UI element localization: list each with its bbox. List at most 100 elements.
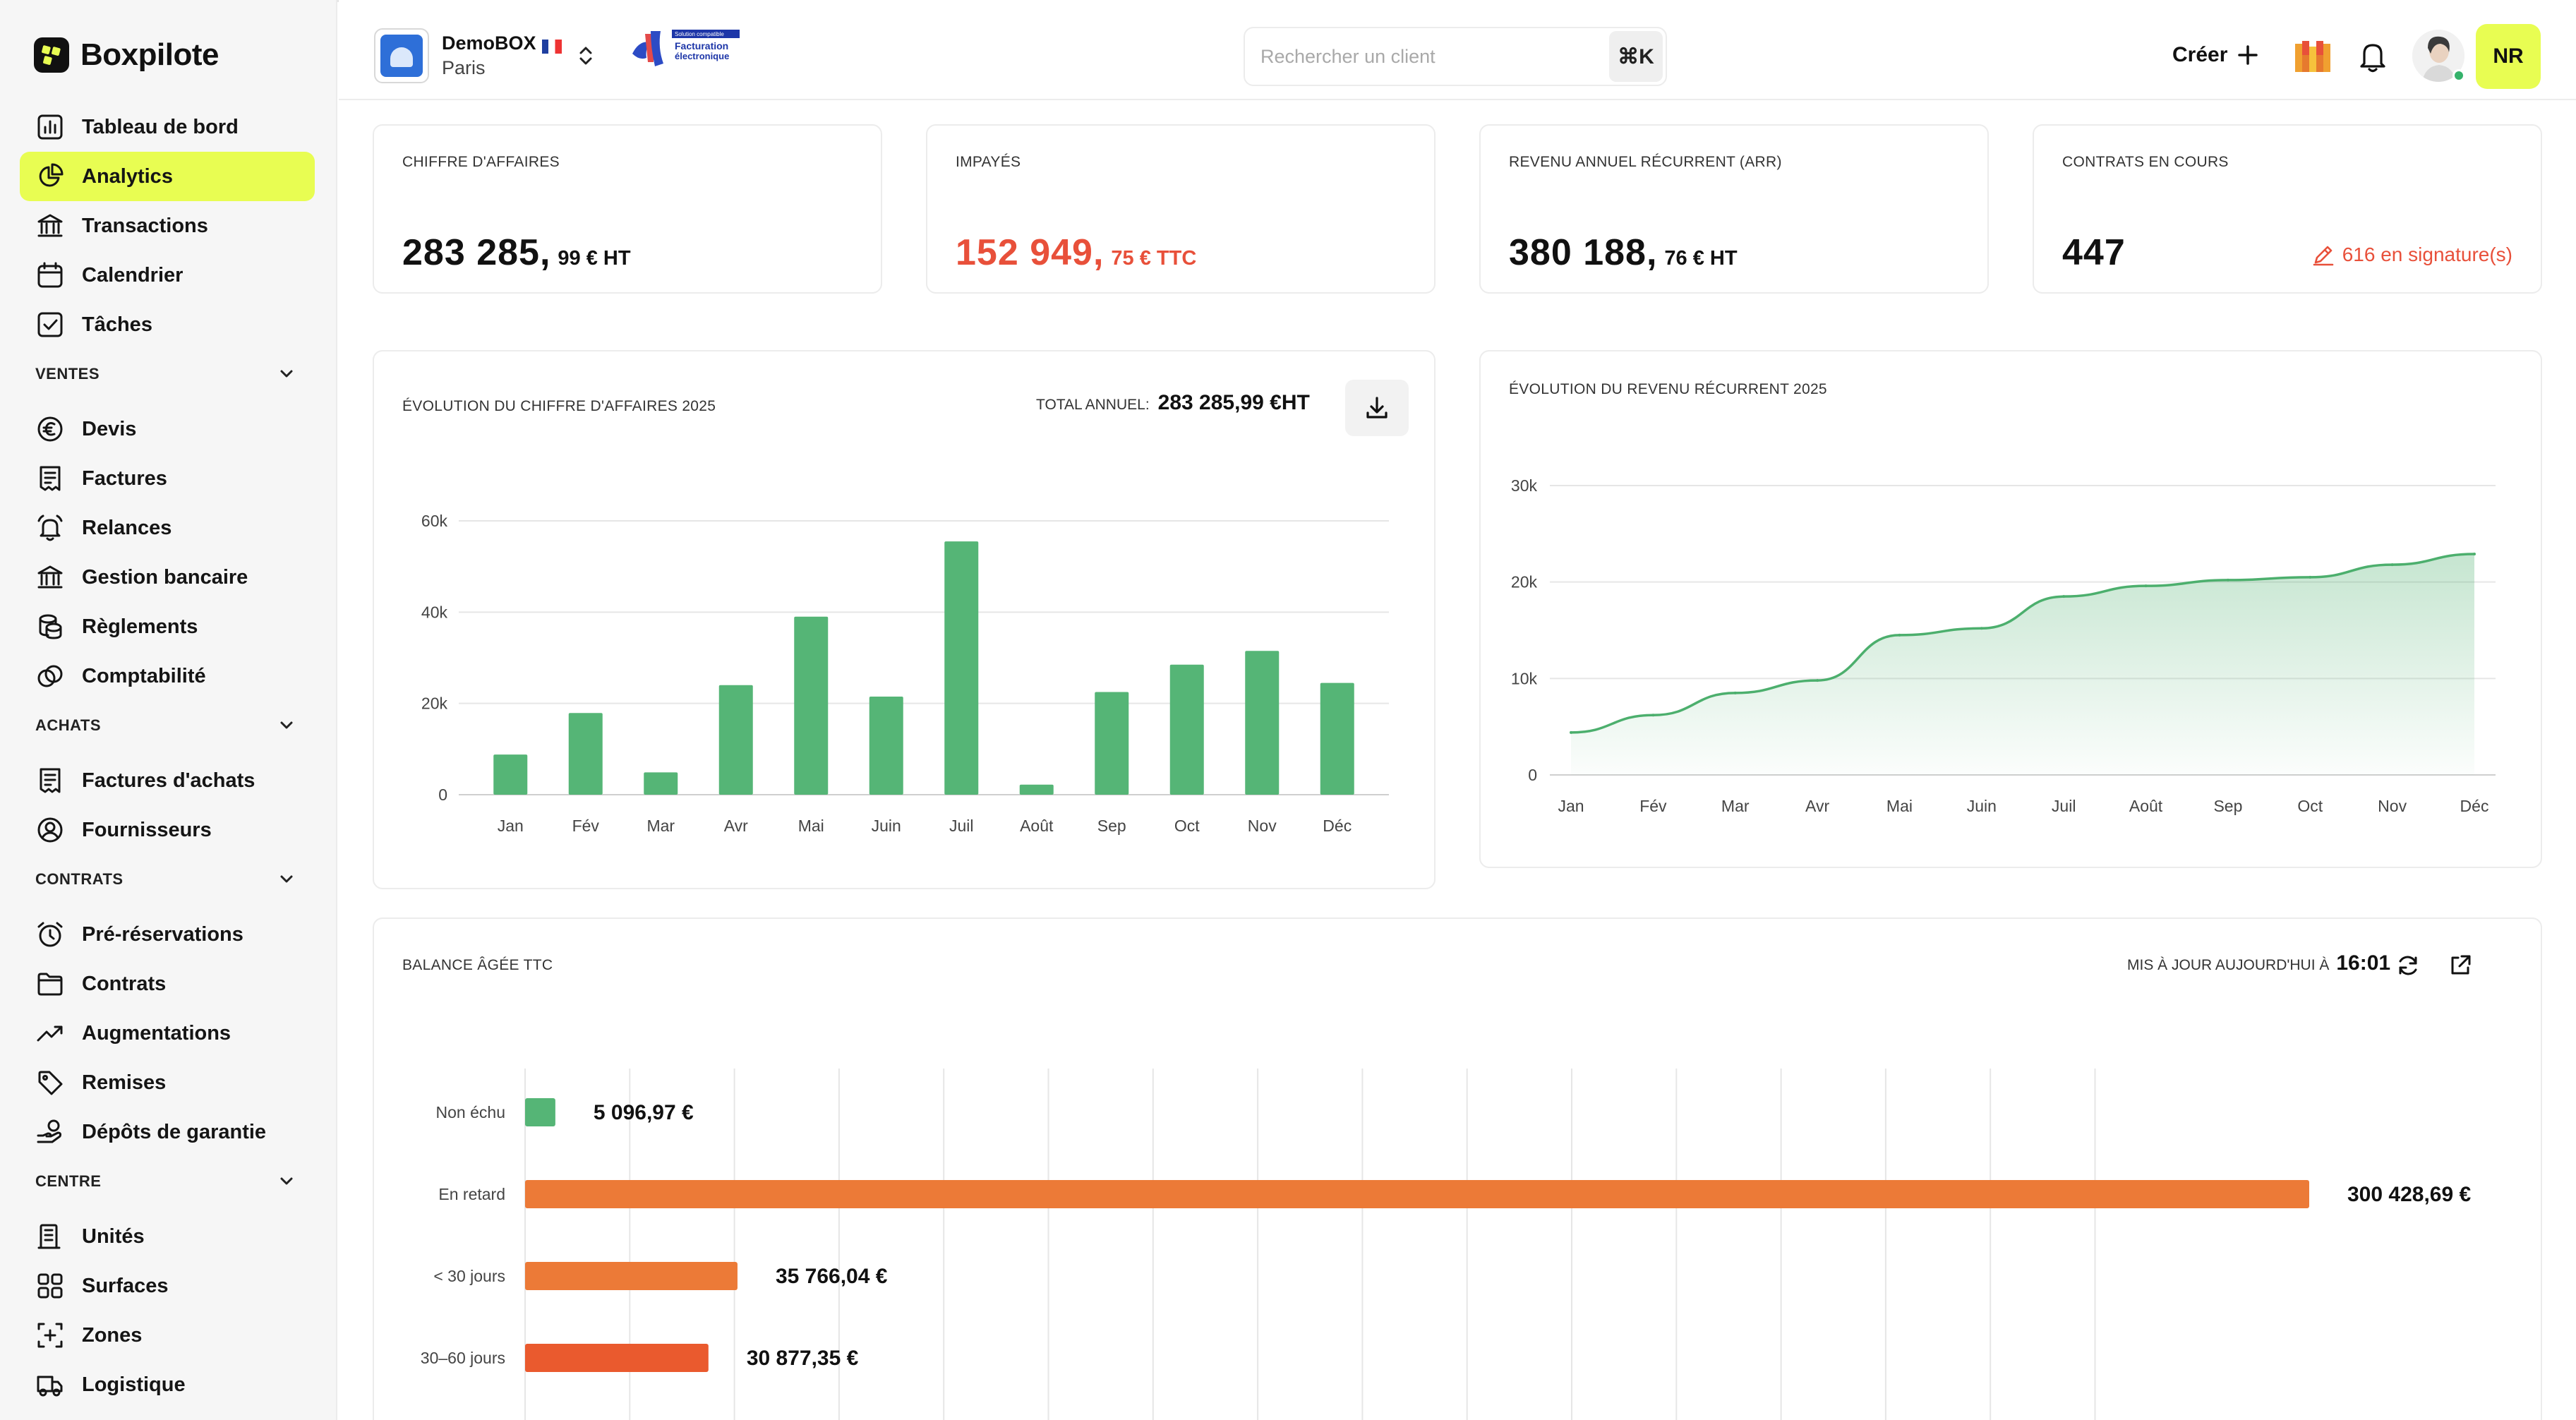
sidebar-item-relances[interactable]: Relances xyxy=(20,503,315,553)
sidebar-item-calendrier[interactable]: Calendrier xyxy=(20,251,315,300)
search-box[interactable]: ⌘K xyxy=(1244,27,1667,86)
sidebar-item-factures-d-achats[interactable]: Factures d'achats xyxy=(20,756,315,805)
section-header-centre[interactable]: CENTRE xyxy=(35,1167,298,1196)
bar-juin[interactable] xyxy=(869,696,903,795)
x-tick-label: Mar xyxy=(646,817,675,835)
sidebar-item-label: Augmentations xyxy=(82,1021,231,1045)
download-button[interactable] xyxy=(1345,380,1409,436)
bar-dec[interactable] xyxy=(1320,682,1354,795)
sidebar-item-analytics[interactable]: Analytics xyxy=(20,152,315,201)
point-mar[interactable] xyxy=(1733,691,1737,694)
aging-bar-en-retard[interactable] xyxy=(525,1180,2309,1208)
sidebar-item-fournisseurs[interactable]: Fournisseurs xyxy=(20,805,315,855)
kpi-value: 380 188, 76 € HT xyxy=(1509,231,1738,274)
sidebar-item-augmentations[interactable]: Augmentations xyxy=(20,1009,315,1058)
recurring-revenue-line[interactable] xyxy=(1570,553,2475,734)
chevron-down-icon[interactable] xyxy=(275,868,298,891)
x-tick-label: Nov xyxy=(2378,797,2407,815)
section-header-contrats[interactable]: CONTRATS xyxy=(35,865,298,893)
point-jan[interactable] xyxy=(1570,730,1572,734)
x-tick-label: Jan xyxy=(1558,797,1584,815)
point-dec[interactable] xyxy=(2473,553,2476,556)
download-icon xyxy=(1366,397,1388,419)
point-oct[interactable] xyxy=(2309,575,2312,579)
external-link-icon[interactable] xyxy=(2446,951,2474,980)
kpi-card-impayes[interactable]: IMPAYÉS 152 949, 75 € TTC xyxy=(926,124,1436,294)
sidebar-item-label: Factures xyxy=(82,467,167,490)
bar-mai[interactable] xyxy=(794,616,829,795)
aging-bar-30-jours[interactable] xyxy=(525,1262,738,1290)
kpi-card-chiffre-d-affaires[interactable]: CHIFFRE D'AFFAIRES 283 285, 99 € HT xyxy=(373,124,882,294)
kpi-card-revenu-annuel-recurrent-arr[interactable]: REVENU ANNUEL RÉCURRENT (ARR) 380 188, 76… xyxy=(1479,124,1989,294)
bar-mar[interactable] xyxy=(644,772,678,795)
y-tick-label: 0 xyxy=(438,786,447,804)
x-tick-label: Mar xyxy=(1721,797,1750,815)
point-mai[interactable] xyxy=(1898,633,1901,637)
point-juin[interactable] xyxy=(1980,627,1983,630)
user-initials-button[interactable]: NR xyxy=(2476,24,2541,89)
badge-line3: électronique xyxy=(675,51,729,61)
kpi-card-contrats-en-cours[interactable]: CONTRATS EN COURS 447 616 en signature(s… xyxy=(2033,124,2542,294)
bar-jan[interactable] xyxy=(493,754,528,795)
bar-aout[interactable] xyxy=(1019,784,1054,795)
sidebar-item-zones[interactable]: Zones xyxy=(20,1311,315,1360)
sidebar-item-gestion-bancaire[interactable]: Gestion bancaire xyxy=(20,553,315,602)
sidebar-item-tableau-de-bord[interactable]: Tableau de bord xyxy=(20,102,315,152)
kpi-value-main: 447 xyxy=(2062,232,2126,273)
invoice-icon xyxy=(40,768,61,793)
sidebar-item-surfaces[interactable]: Surfaces xyxy=(20,1261,315,1311)
bar-fev[interactable] xyxy=(568,713,603,795)
refresh-icon[interactable] xyxy=(2394,951,2422,980)
point-aout[interactable] xyxy=(2144,584,2148,588)
topbar: DemoBOX Paris Solution compatible Factur… xyxy=(339,0,2576,100)
sidebar-item-contrats[interactable]: Contrats xyxy=(20,959,315,1009)
sidebar-item-label: Analytics xyxy=(82,164,173,188)
aging-bar-non-echu[interactable] xyxy=(525,1098,555,1126)
user-avatar[interactable] xyxy=(2412,30,2464,82)
chevron-down-icon[interactable] xyxy=(275,363,298,385)
create-button[interactable]: Créer xyxy=(2172,37,2260,73)
point-fev[interactable] xyxy=(1651,714,1655,717)
sidebar-item-factures[interactable]: Factures xyxy=(20,454,315,503)
sidebar-item-comptabilite[interactable]: Comptabilité xyxy=(20,651,315,701)
aging-bar-30-60-jours[interactable] xyxy=(525,1344,709,1372)
point-juil[interactable] xyxy=(2062,595,2066,598)
section-title: CENTRE xyxy=(35,1172,102,1190)
signature-note[interactable]: 616 en signature(s) xyxy=(2311,243,2512,267)
y-tick-label: 0 xyxy=(1528,766,1537,784)
section-header-achats[interactable]: ACHATS xyxy=(35,711,298,740)
sidebar-item-label: Fournisseurs xyxy=(82,818,212,841)
sidebar-item-depots-de-garantie[interactable]: Dépôts de garantie xyxy=(20,1107,315,1157)
chevron-down-icon[interactable] xyxy=(275,1170,298,1193)
notifications-bell-icon[interactable] xyxy=(2357,40,2388,73)
sidebar-item-transactions[interactable]: Transactions xyxy=(20,201,315,251)
bar-avr[interactable] xyxy=(718,685,753,795)
bar-oct[interactable] xyxy=(1169,664,1204,795)
section-header-ventes[interactable]: VENTES xyxy=(35,360,298,388)
sidebar-item-label: Devis xyxy=(82,417,137,440)
bar-sep[interactable] xyxy=(1095,692,1129,795)
chevron-down-icon[interactable] xyxy=(275,714,298,737)
sidebar-item-reglements[interactable]: Règlements xyxy=(20,602,315,651)
sidebar-item-pre-reservations[interactable]: Pré-réservations xyxy=(20,910,315,959)
bar-juil[interactable] xyxy=(944,541,979,795)
search-input[interactable] xyxy=(1260,45,1592,68)
point-nov[interactable] xyxy=(2390,563,2394,567)
sidebar-item-taches[interactable]: Tâches xyxy=(20,300,315,349)
app-logo[interactable]: Boxpilote xyxy=(34,35,219,75)
invoice-icon xyxy=(40,466,61,491)
recurring-panel-title: ÉVOLUTION DU REVENU RÉCURRENT 2025 xyxy=(1509,381,1827,397)
sidebar-item-unites[interactable]: Unités xyxy=(20,1212,315,1261)
point-avr[interactable] xyxy=(1816,679,1819,682)
sidebar-item-logistique[interactable]: Logistique xyxy=(20,1360,315,1409)
sidebar-item-remises[interactable]: Remises xyxy=(20,1058,315,1107)
bar-nov[interactable] xyxy=(1245,651,1280,795)
sidebar-item-label: Pré-réservations xyxy=(82,922,243,946)
sidebar-item-label: Gestion bancaire xyxy=(82,565,248,589)
update-time: 16:01 xyxy=(2336,951,2391,975)
org-switcher[interactable]: DemoBOX Paris xyxy=(374,28,600,83)
point-sep[interactable] xyxy=(2226,578,2229,582)
sidebar-item-devis[interactable]: Devis xyxy=(20,404,315,454)
y-tick-label: 40k xyxy=(421,603,448,621)
app-switcher-icon[interactable] xyxy=(2294,40,2332,73)
